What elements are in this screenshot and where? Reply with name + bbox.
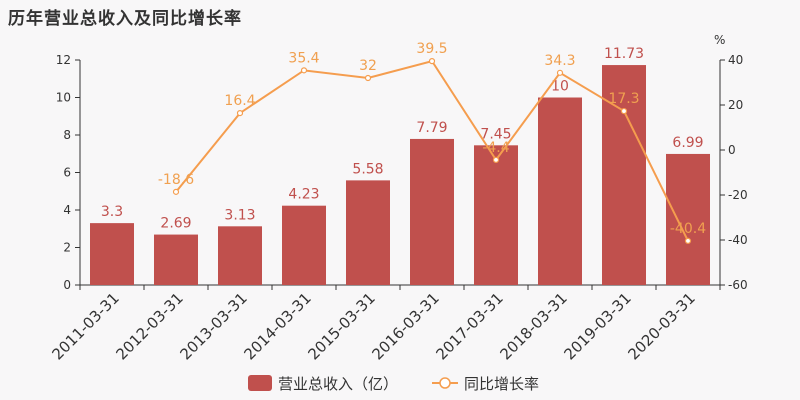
legend-line-marker (439, 377, 451, 389)
line-data-label: 17.3 (608, 91, 639, 107)
line-point (428, 58, 436, 65)
line-data-label: -40.4 (670, 221, 706, 237)
bar-data-label: 10 (551, 79, 569, 95)
legend-bar-label: 营业总收入（亿） (278, 375, 398, 393)
line-point (492, 156, 500, 163)
x-tick-label: 2015-03-31 (304, 289, 378, 363)
right-tick-label: 40 (728, 53, 743, 67)
right-axis-unit: % (714, 33, 725, 47)
x-tick-label: 2017-03-31 (432, 289, 506, 363)
left-tick-label: 12 (56, 53, 71, 67)
line-point (556, 69, 564, 76)
right-tick-label: 0 (728, 143, 736, 157)
left-tick-label: 2 (63, 241, 71, 255)
x-tick-label: 2018-03-31 (496, 289, 570, 363)
line-point (236, 109, 244, 117)
right-tick-label: 20 (728, 98, 743, 112)
chart-title: 历年营业总收入及同比增长率 (8, 9, 242, 29)
bar (410, 138, 454, 285)
bar-data-label: 4.23 (288, 187, 319, 203)
line-point (300, 67, 308, 74)
left-tick-label: 8 (63, 128, 71, 142)
bar (538, 97, 582, 285)
bar (154, 234, 198, 285)
line-data-label: 34.3 (544, 53, 575, 69)
line-point (684, 237, 692, 244)
right-tick-label: -20 (728, 188, 748, 202)
line-data-label: -4.4 (482, 140, 509, 156)
bar-data-label: 11.73 (604, 46, 644, 62)
x-tick-label: 2014-03-31 (240, 289, 314, 363)
line-data-label: -18.6 (158, 172, 194, 188)
bar (474, 145, 518, 285)
x-tick-label: 2019-03-31 (560, 289, 634, 363)
right-tick-label: -60 (728, 278, 748, 292)
bar-data-label: 3.3 (101, 204, 123, 220)
line-point (620, 107, 628, 115)
x-tick-label: 2020-03-31 (624, 289, 698, 363)
left-tick-label: 4 (63, 203, 71, 217)
bar (666, 153, 710, 285)
legend-bar-swatch (248, 375, 272, 391)
line-data-label: 35.4 (288, 50, 319, 66)
line-data-label: 16.4 (224, 93, 255, 109)
x-tick-label: 2012-03-31 (112, 289, 186, 363)
left-tick-label: 6 (63, 166, 71, 180)
bar (90, 223, 134, 285)
line-point (172, 188, 180, 195)
bar-data-label: 6.99 (672, 135, 703, 151)
bar-data-label: 7.45 (480, 126, 511, 142)
bar-data-label: 7.79 (416, 120, 447, 136)
bar (218, 226, 262, 285)
left-tick-label: 0 (63, 278, 71, 292)
bar (282, 205, 326, 285)
bar-data-label: 3.13 (224, 207, 255, 223)
x-tick-label: 2016-03-31 (368, 289, 442, 363)
right-tick-label: -40 (728, 233, 748, 247)
line-data-label: 32 (359, 58, 377, 74)
bar-data-label: 5.58 (352, 161, 383, 177)
left-tick-label: 10 (56, 91, 71, 105)
bar (346, 180, 390, 285)
x-tick-label: 2011-03-31 (48, 289, 122, 363)
line-data-label: 39.5 (416, 41, 447, 57)
bar-data-label: 2.69 (160, 216, 191, 232)
line-point (364, 74, 372, 82)
legend-line-label: 同比增长率 (464, 375, 539, 393)
x-tick-label: 2013-03-31 (176, 289, 250, 363)
